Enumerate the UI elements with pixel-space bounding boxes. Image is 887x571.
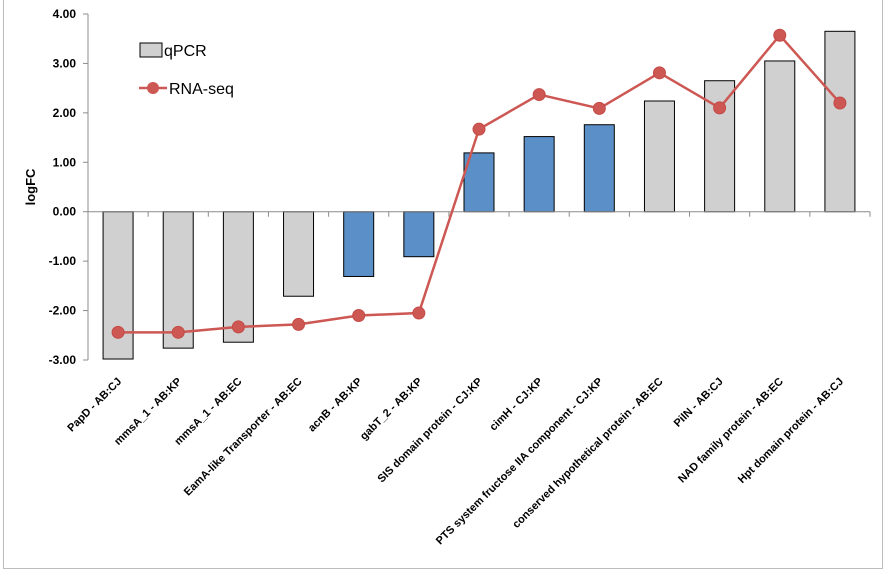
y-tick-label: 1.00	[53, 155, 77, 169]
rnaseq-point	[292, 317, 306, 331]
rnaseq-point	[713, 101, 727, 115]
x-category-label: EamA-like Transporter - AB:EC	[182, 376, 305, 499]
x-category-label: NAD family protein - AB:EC	[676, 376, 786, 486]
legend-rnaseq-marker	[147, 82, 159, 94]
y-tick-label: -2.00	[49, 304, 77, 318]
rnaseq-point	[231, 320, 245, 334]
qpcr-bar	[523, 136, 555, 213]
qpcr-bar	[343, 211, 375, 277]
y-axis-label: logFC	[23, 168, 38, 205]
rnaseq-point	[532, 88, 546, 102]
x-category-label: acnB - AB:KP	[306, 376, 365, 435]
rnaseq-point	[111, 325, 125, 339]
rnaseq-point	[833, 96, 847, 110]
rnaseq-point	[652, 66, 666, 80]
x-category-label: PapD - AB:CJ	[65, 376, 124, 435]
rnaseq-point	[773, 28, 787, 42]
qpcr-bar	[643, 100, 675, 213]
qpcr-bar	[283, 211, 315, 297]
x-category-label: Hpt domain protein - AB:CJ	[736, 376, 846, 486]
y-tick-label: 2.00	[53, 106, 77, 120]
legend-qpcr-swatch	[139, 42, 163, 58]
qpcr-bar	[403, 211, 435, 258]
x-category-label: gabT_2 - AB:KP	[358, 376, 425, 443]
qpcr-bar	[162, 211, 194, 349]
rnaseq-point	[592, 101, 606, 115]
rnaseq-point	[472, 122, 486, 136]
y-tick-label: 0.00	[53, 205, 77, 219]
x-category-label: cimH - CJ:KP	[488, 376, 546, 434]
y-tick-label: 4.00	[53, 7, 77, 21]
y-tick-label: -3.00	[49, 353, 77, 367]
legend-rnaseq-label: RNA-seq	[169, 81, 234, 98]
x-category-label: PilN - AB:CJ	[672, 376, 726, 430]
qpcr-bar	[764, 60, 796, 213]
y-tick-label: -1.00	[49, 254, 77, 268]
y-tick-label: 3.00	[53, 56, 77, 70]
chart-frame	[3, 0, 883, 569]
x-category-label: SIS domain protein - CJ:KP	[376, 376, 486, 486]
qpcr-bar	[824, 30, 856, 213]
legend-qpcr-label: qPCR	[164, 43, 207, 60]
qpcr-bar	[583, 124, 615, 213]
rnaseq-point	[352, 309, 366, 323]
rnaseq-point	[412, 306, 426, 320]
rnaseq-point	[171, 325, 185, 339]
